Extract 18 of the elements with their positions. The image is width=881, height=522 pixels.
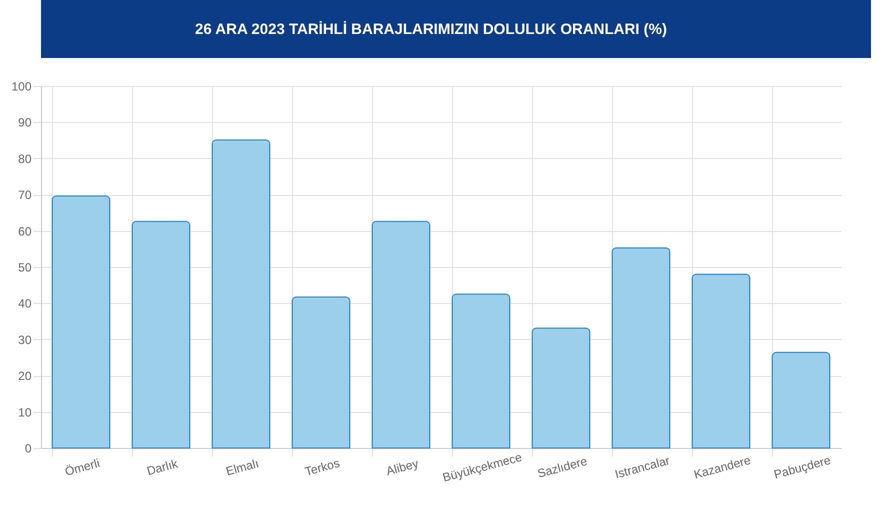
y-tick-label: 80 [18, 152, 32, 166]
y-tick-label: 30 [18, 332, 32, 347]
x-tick-label: Elmalı [224, 456, 260, 478]
y-tick-label: 50 [18, 260, 32, 274]
y-tick-label: 90 [18, 116, 32, 130]
y-tick-label: 0 [24, 442, 32, 456]
y-tick-label: 100 [11, 80, 32, 94]
x-tick-label: Terkos [303, 456, 342, 479]
y-tick-label: 60 [18, 224, 32, 238]
x-tick-label: Sazlıdere [536, 454, 589, 481]
y-tick-label: 20 [18, 369, 32, 384]
x-tick-label: Darlık [145, 456, 180, 478]
x-tick-label: Ömerli [63, 456, 102, 479]
chart-title: 26 ARA 2023 TARİHLİ BARAJLARIMIZIN DOLULUK ORANLARI (%) [195, 21, 667, 38]
y-tick-label: 70 [18, 188, 32, 202]
y-tick-label: 40 [18, 296, 32, 311]
y-tick-label: 10 [18, 405, 32, 420]
x-tick-label: Alibey [384, 456, 420, 478]
